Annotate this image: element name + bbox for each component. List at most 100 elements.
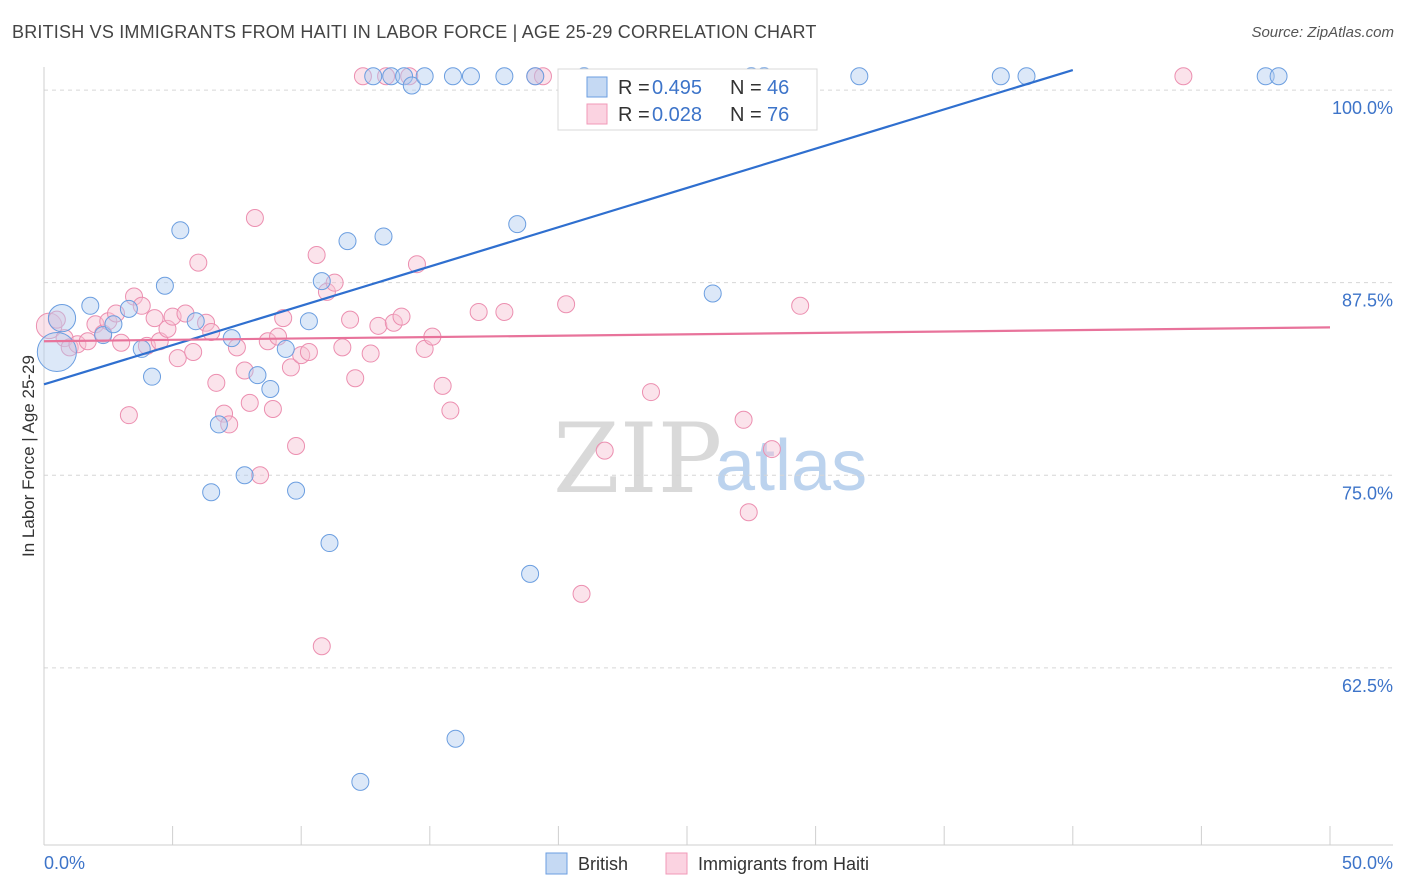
haiti-n-label: N = [730,104,762,126]
axes [43,67,1393,846]
british-point [446,729,465,748]
haiti-point [215,404,234,423]
british-point [155,276,174,295]
trend-lines [43,69,1331,386]
haiti-points [35,67,1193,656]
haiti-point [307,245,326,264]
haiti-point [346,369,365,388]
british-point [495,67,514,86]
legend-british-swatch [545,852,568,875]
haiti-point [99,312,118,331]
haiti-point [377,67,396,86]
y-tick-label: 75.0% [1342,483,1393,503]
british-point [261,379,280,398]
haiti-point [189,253,208,272]
haiti-point [299,343,318,362]
british-point [81,296,100,315]
haiti-point [312,637,331,656]
source-label: Source: ZipAtlas.com [1251,24,1394,41]
british-point [526,67,545,86]
haiti-point [739,503,758,522]
y-tick-labels: 100.0% 87.5% 75.0% 62.5% [1332,98,1393,696]
british-r-value: 0.495 [652,77,702,99]
stats-legend: R = 0.495 N = 46 R = 0.028 N = 76 [557,68,818,131]
british-points [36,67,1288,791]
haiti-point [369,316,388,335]
haiti-point [392,307,411,326]
british-point [338,232,357,251]
british-point [521,564,540,583]
haiti-point [441,401,460,420]
y-axis-label: In Labor Force | Age 25-29 [19,355,38,557]
british-point [395,67,414,86]
british-point [415,67,434,86]
bottom-legend: British Immigrants from Haiti [545,852,869,875]
haiti-point [274,309,293,328]
british-point [287,481,306,500]
y-tick-label: 100.0% [1332,98,1393,118]
british-point [209,415,228,434]
haiti-point [112,333,131,352]
british-point [703,284,722,303]
british-point [299,312,318,331]
british-point [351,772,370,791]
haiti-point [641,383,660,402]
haiti-point [168,349,187,368]
british-point [36,331,77,373]
haiti-point [207,373,226,392]
haiti-point [557,295,576,314]
haiti-point [176,304,195,323]
chart-title: BRITISH VS IMMIGRANTS FROM HAITI IN LABO… [12,22,817,42]
british-point [1256,67,1275,86]
haiti-r-value: 0.028 [652,104,702,126]
haiti-point [341,310,360,329]
haiti-point [325,273,344,292]
british-point [276,339,295,358]
haiti-point [258,332,277,351]
legend-haiti-swatch [665,852,688,875]
haiti-point [533,67,552,86]
watermark-atlas: atlas [715,426,867,506]
y-tick-label: 87.5% [1342,291,1393,311]
british-point [143,367,162,386]
haiti-point [762,440,781,459]
haiti-point [281,358,300,377]
haiti-r-label: R = [618,104,650,126]
british-point [119,299,138,318]
british-point [402,76,421,95]
haiti-point [333,338,352,357]
british-n-value: 46 [767,77,789,99]
british-point [364,67,383,86]
british-point [850,67,869,86]
haiti-point [287,436,306,455]
british-point [312,272,331,291]
british-point [374,227,393,246]
british-point [202,483,221,502]
british-point [991,67,1010,86]
x-tick-label-min: 0.0% [44,853,85,873]
haiti-point [119,406,138,425]
haiti-point [240,393,259,412]
haiti-point [433,376,452,395]
british-trend-line [43,69,1074,386]
haiti-point [251,466,270,485]
british-point [235,466,254,485]
british-point [104,315,123,334]
british-point [461,67,480,86]
watermark: ZIP atlas [553,403,867,515]
haiti-point [734,410,753,429]
haiti-point [263,400,282,419]
haiti-point [572,584,591,603]
british-swatch [586,76,608,98]
legend-haiti-label: Immigrants from Haiti [698,854,869,874]
haiti-point [791,296,810,315]
haiti-point [353,67,372,86]
british-point [1269,67,1288,86]
british-point [320,534,339,553]
british-point [248,366,267,385]
x-tick-label-max: 50.0% [1342,853,1393,873]
haiti-n-value: 76 [767,104,789,126]
haiti-point [184,343,203,362]
british-point [443,67,462,86]
